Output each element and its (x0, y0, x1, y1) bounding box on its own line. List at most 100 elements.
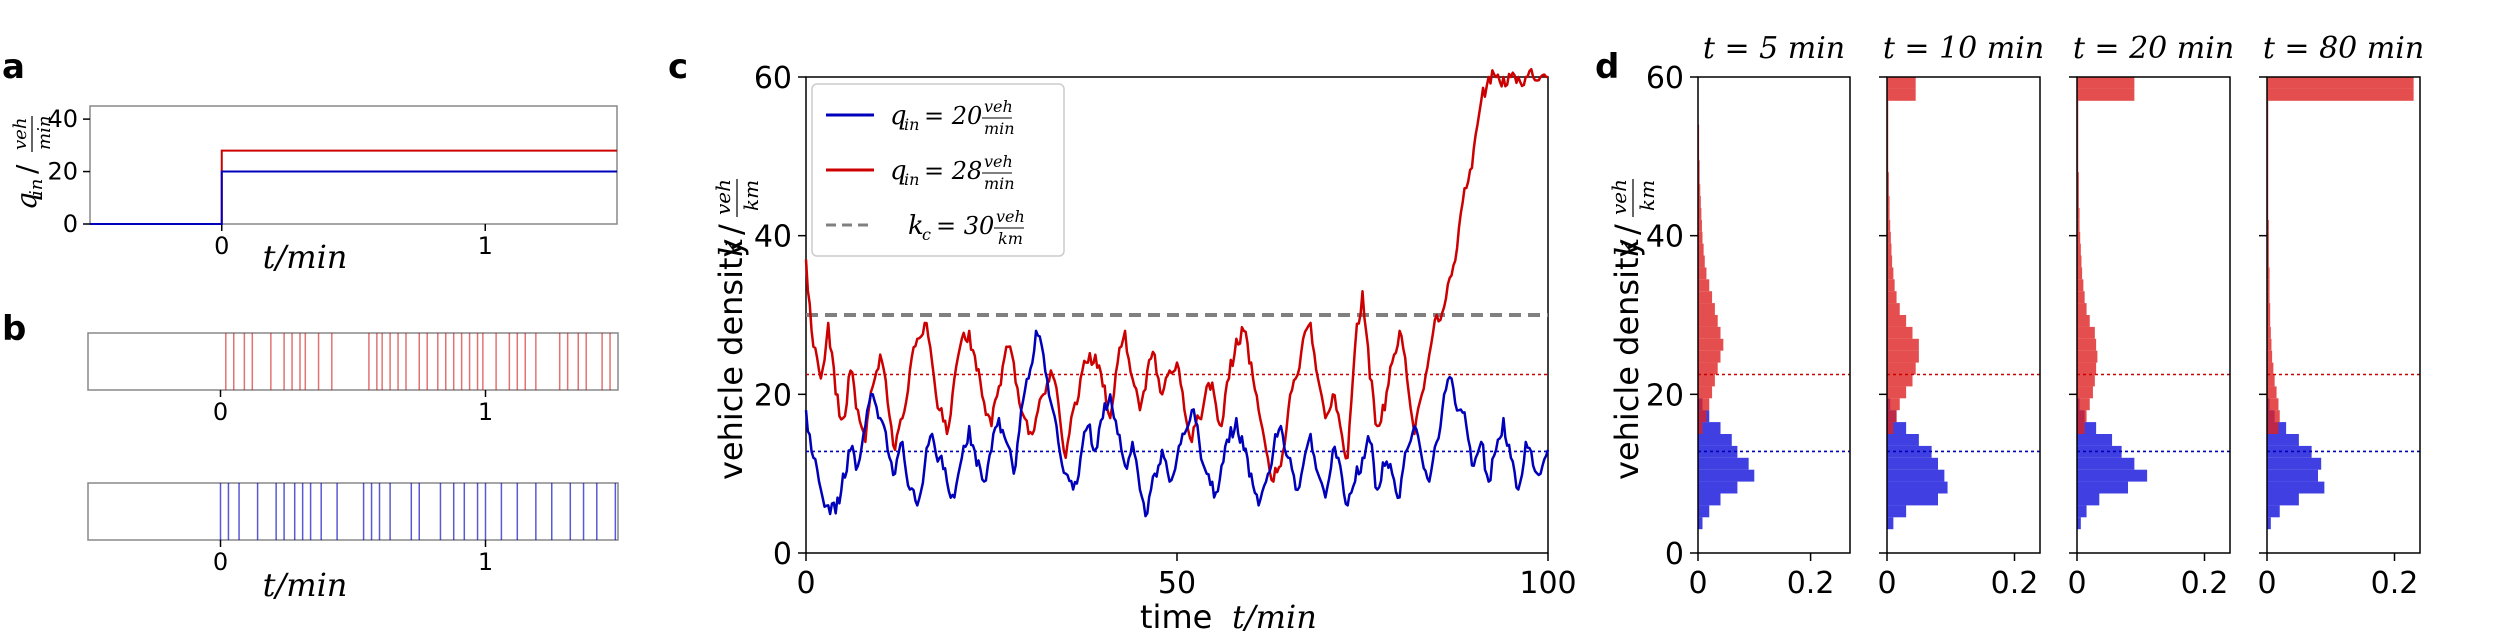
c-xtick-label: 50 (1158, 566, 1196, 601)
d-bar-red (1698, 374, 1715, 387)
d-xtick-label: 0 (1877, 566, 1896, 601)
svg-text:veh: veh (996, 207, 1025, 226)
panel-letter-a: a (2, 47, 25, 87)
d-bar-blue (2077, 445, 2122, 458)
svg-text:= 20: = 20 (924, 102, 982, 130)
d-ytick-label: 0 (1665, 537, 1684, 572)
c-series-red (804, 67, 1549, 483)
d-bar-red (2077, 243, 2081, 256)
d-subplot-title: t = 20 min (2073, 31, 2234, 66)
d-bar-red (2267, 291, 2270, 304)
d-bar-red (1887, 279, 1895, 292)
b-xtick-label: 0 (213, 548, 228, 576)
svg-text:q: q (10, 192, 43, 210)
d-xtick-label: 0 (1688, 566, 1707, 601)
svg-text:veh: veh (1607, 179, 1631, 215)
d-bar-red (1698, 219, 1702, 232)
d-bar-blue (1887, 481, 1948, 494)
svg-text:c: c (922, 225, 931, 244)
svg-text:q: q (890, 101, 907, 131)
d-bar-red (1698, 350, 1721, 363)
d-bar-red (2077, 219, 2080, 232)
legend-entry-grey: k c = 30 veh km (826, 207, 1025, 248)
svg-text:/: / (10, 164, 43, 174)
d-subplot: 0 0.2 0 20 40 60 t = 5 min (1646, 31, 1851, 601)
d-bar-red (1887, 77, 1916, 89)
d-bar-red (2077, 374, 2095, 387)
d-bar-blue (2077, 457, 2135, 470)
svg-text:= 28: = 28 (924, 157, 982, 185)
svg-text:q: q (890, 156, 907, 186)
d-bar-red (2077, 291, 2085, 304)
d-bar-red (1698, 386, 1713, 399)
panel-b-red-frame (87, 332, 619, 391)
d-bar-blue (1887, 493, 1938, 506)
d-bar-red (2267, 231, 2269, 244)
d-xtick-label: 0.2 (1787, 566, 1835, 601)
d-bar-red (1887, 291, 1897, 304)
d-bar-blue (2077, 469, 2148, 482)
panel-c-reference-lines (806, 313, 1548, 453)
svg-text:/: / (712, 224, 750, 235)
d-bar-red (2077, 231, 2081, 244)
d-bar-blue (1887, 445, 1932, 458)
svg-text:k: k (712, 238, 750, 257)
d-bar-blue (2267, 434, 2299, 446)
d-bar-blue (2077, 434, 2113, 446)
d-bar-red (1698, 267, 1707, 280)
panel-d-ylabel: vehicle density k / veh km (1607, 179, 1659, 480)
svg-text:veh: veh (984, 152, 1013, 171)
d-bar-red (1698, 279, 1710, 292)
svg-text:min: min (34, 116, 55, 150)
svg-text:in: in (26, 179, 47, 196)
d-ytick-label: 40 (1646, 220, 1684, 255)
c-ytick-label: 0 (773, 537, 792, 572)
d-frame (2076, 76, 2231, 554)
d-bar-red (1698, 315, 1718, 327)
svg-text:km: km (739, 180, 763, 211)
d-bar-red (2267, 398, 2279, 411)
a-ytick-label: 20 (47, 158, 78, 186)
svg-text:/: / (1608, 224, 1646, 235)
d-ytick-label: 20 (1646, 378, 1684, 413)
d-bar-blue (1698, 481, 1738, 494)
d-bar-red (1887, 374, 1913, 387)
d-bar-red (1698, 291, 1713, 304)
svg-text:k: k (908, 211, 924, 241)
d-subplot: 0 0.2 t = 10 min (1877, 31, 2044, 601)
d-subplot-title: t = 5 min (1703, 31, 1845, 66)
d-bar-red (1887, 243, 1892, 256)
d-bar-blue (1698, 457, 1749, 470)
d-bar-red (2077, 422, 2085, 434)
d-bar-blue (1698, 493, 1721, 506)
panel-b-xlabel: t/min (263, 566, 348, 604)
d-bar-red (2077, 338, 2097, 351)
panel-letter-d: d (1595, 47, 1619, 87)
panel-a-ylabel: q in / veh min (10, 116, 55, 210)
d-bar-red (2077, 184, 2079, 196)
d-bar-red (2267, 386, 2277, 399)
d-subplot-title: t = 80 min (2263, 31, 2424, 66)
panel-b-blue-frame (87, 482, 619, 541)
legend-box (811, 83, 1065, 257)
d-bar-blue (1698, 505, 1710, 518)
d-bar-red (1887, 386, 1907, 399)
d-ytick-label: 60 (1646, 61, 1684, 96)
c-series-blue (804, 329, 1550, 518)
d-bar-red (2267, 350, 2273, 363)
d-bar-red (2077, 88, 2135, 101)
d-bar-red (2077, 303, 2087, 315)
panel-c-ylabel: vehicle density k / veh km (711, 179, 763, 480)
d-bar-blue (2267, 517, 2271, 530)
d-frame (2266, 76, 2421, 554)
c-xtick-label: 0 (796, 566, 815, 601)
c-xtick-label: 100 (1519, 566, 1576, 601)
svg-text:km: km (1635, 180, 1659, 211)
d-bar-blue (1698, 517, 1703, 530)
d-bar-red (1698, 303, 1715, 315)
legend-entry-blue: q in = 20 veh min (826, 97, 1015, 138)
d-bar-blue (2077, 517, 2081, 530)
d-bar-red (2077, 326, 2095, 339)
d-bar-red (2077, 398, 2090, 411)
